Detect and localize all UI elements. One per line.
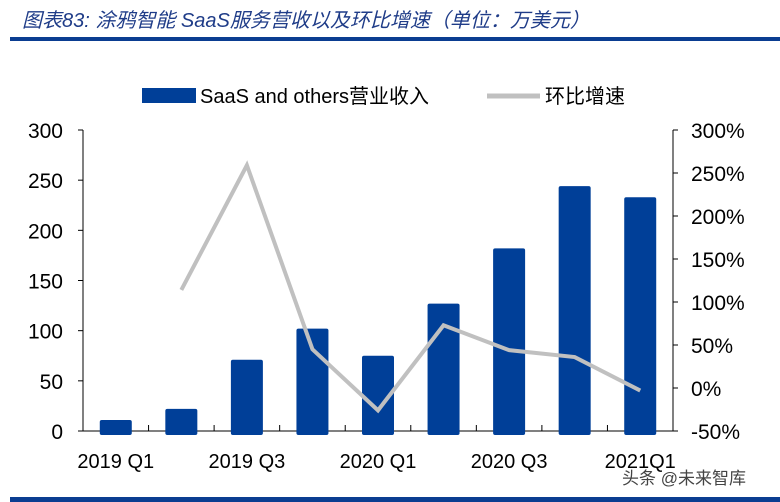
- chart-title: 图表83: 涂鸦智能 SaaS服务营收以及环比增速（单位：万美元）: [22, 10, 590, 32]
- watermark: 头条 @未来智库: [622, 469, 746, 488]
- bar: [165, 408, 198, 435]
- x-tick-label: 2019 Q1: [77, 451, 154, 473]
- bar: [624, 197, 657, 435]
- right-tick-label: 250%: [691, 163, 745, 186]
- left-tick-label: 0: [51, 421, 63, 444]
- title-rule: [10, 37, 780, 41]
- right-tick-label: 300%: [691, 120, 745, 143]
- legend-line-label: 环比增速: [545, 85, 625, 108]
- right-tick-label: 50%: [691, 335, 733, 358]
- right-tick-label: 200%: [691, 206, 745, 229]
- left-tick-label: 200: [28, 220, 63, 243]
- legend-bar-label: SaaS and others营业收入: [200, 85, 429, 108]
- x-tick-label: 2021Q1: [605, 451, 676, 473]
- legend-bar-swatch: [142, 88, 196, 103]
- left-tick-label: 250: [28, 170, 63, 193]
- left-tick-label: 150: [28, 271, 63, 294]
- bar: [99, 419, 132, 435]
- x-tick-label: 2019 Q3: [209, 451, 286, 473]
- left-tick-label: 300: [28, 120, 63, 143]
- left-tick-label: 50: [40, 371, 63, 394]
- right-tick-label: 100%: [691, 292, 745, 315]
- left-tick-label: 100: [28, 321, 63, 344]
- bar: [558, 186, 591, 435]
- right-tick-label: 0%: [691, 378, 721, 401]
- growth-line: [179, 160, 642, 414]
- bottom-rule: [10, 497, 780, 502]
- bar: [362, 355, 394, 435]
- bar: [230, 359, 263, 435]
- bar: [493, 248, 526, 435]
- right-tick-label: -50%: [691, 421, 740, 444]
- right-tick-label: 150%: [691, 249, 745, 272]
- x-tick-label: 2020 Q1: [340, 451, 417, 473]
- x-tick-label: 2020 Q3: [471, 451, 548, 473]
